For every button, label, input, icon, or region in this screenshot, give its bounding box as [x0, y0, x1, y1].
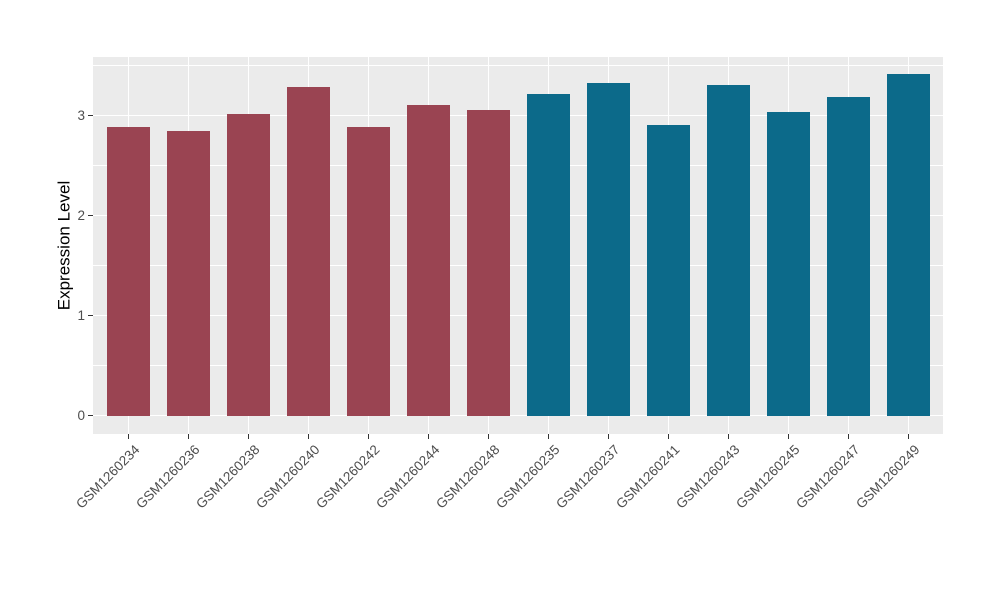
x-axis-tick	[787, 434, 789, 439]
y-tick-label: 1	[77, 307, 85, 323]
bar	[766, 111, 810, 416]
gridline-minor-horizontal	[93, 165, 943, 166]
x-axis-tick	[247, 434, 249, 439]
y-tick-label: 0	[77, 407, 85, 423]
gridline-minor-horizontal	[93, 65, 943, 66]
bar	[646, 124, 690, 416]
x-axis-tick	[187, 434, 189, 439]
bar	[106, 126, 150, 416]
bar	[526, 93, 570, 416]
y-axis-tick	[88, 414, 93, 417]
plot-panel	[93, 57, 943, 434]
x-axis-tick	[727, 434, 729, 439]
bar	[226, 113, 270, 416]
x-axis-tick	[127, 434, 129, 439]
y-axis-tick	[88, 114, 93, 117]
bar	[166, 130, 210, 416]
bar	[286, 86, 330, 416]
gridline-minor-horizontal	[93, 265, 943, 266]
bar	[706, 84, 750, 416]
bar	[886, 73, 930, 416]
bar	[466, 109, 510, 416]
figure: Expression Level GSM1260234 GSM1260236 GSM…	[54, 57, 943, 512]
x-axis-tick	[667, 434, 669, 439]
bar	[586, 82, 630, 416]
x-axis-tick	[307, 434, 309, 439]
bar	[826, 96, 870, 416]
gridline-major-horizontal	[93, 414, 943, 417]
x-axis-tick	[847, 434, 849, 439]
bar	[346, 126, 390, 416]
y-axis-title: Expression Level	[54, 180, 74, 311]
gridline-major-horizontal	[93, 214, 943, 217]
gridline-minor-horizontal	[93, 365, 943, 366]
gridline-major-horizontal	[93, 114, 943, 117]
x-axis-tick	[487, 434, 489, 439]
x-axis-tick	[547, 434, 549, 439]
y-axis-tick	[88, 314, 93, 317]
y-tick-label: 3	[77, 107, 85, 123]
x-axis-tick	[607, 434, 609, 439]
x-axis-tick	[367, 434, 369, 439]
y-axis-tick	[88, 214, 93, 217]
gridline-major-horizontal	[93, 314, 943, 317]
y-tick-label: 2	[77, 207, 85, 223]
x-axis-tick	[907, 434, 909, 439]
bar	[406, 104, 450, 416]
x-axis-tick	[427, 434, 429, 439]
